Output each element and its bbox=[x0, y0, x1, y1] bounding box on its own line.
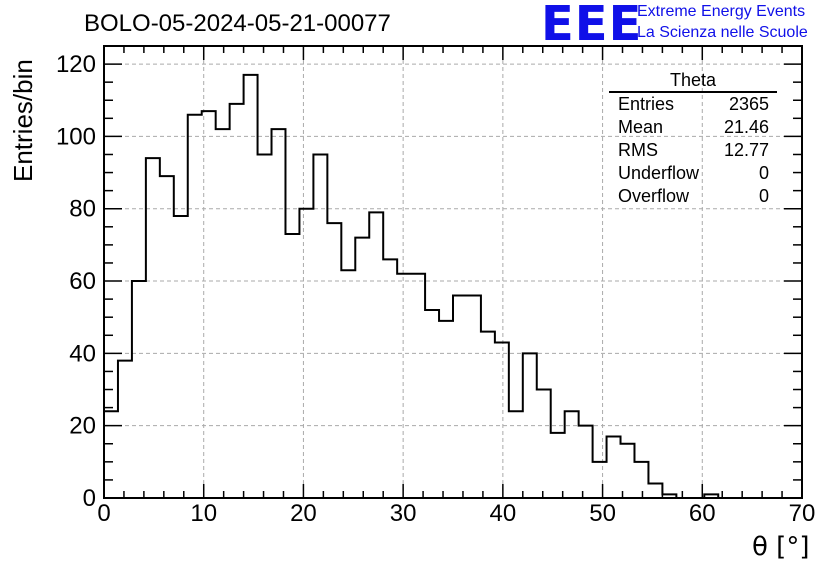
histogram-bin bbox=[272, 129, 286, 498]
histogram-bin bbox=[634, 462, 648, 498]
histogram-bin bbox=[313, 154, 327, 498]
histogram-bin bbox=[104, 411, 118, 498]
stats-row-rms: RMS 12.77 bbox=[609, 139, 777, 162]
stats-row-mean: Mean 21.46 bbox=[609, 116, 777, 139]
histogram-bin bbox=[174, 216, 188, 498]
histogram-bin bbox=[244, 75, 258, 498]
histogram-bin bbox=[565, 411, 579, 498]
grid-lines bbox=[104, 46, 802, 498]
stats-label: Mean bbox=[618, 117, 664, 137]
x-tick-label: 10 bbox=[190, 500, 217, 527]
histogram-bin bbox=[481, 332, 495, 498]
histogram-bin bbox=[621, 444, 635, 498]
histogram-bin bbox=[509, 411, 523, 498]
histogram-bin bbox=[537, 390, 551, 498]
run-title: BOLO-05-2024-05-21-00077 bbox=[84, 10, 391, 37]
x-tick-label: 20 bbox=[290, 500, 317, 527]
y-axis-label: Entries/bin bbox=[8, 59, 38, 182]
histogram-bin bbox=[258, 154, 272, 498]
histogram-bin bbox=[327, 223, 341, 498]
histogram-bin bbox=[439, 321, 453, 498]
x-tick-label: 40 bbox=[490, 500, 517, 527]
histogram-bin bbox=[285, 234, 299, 498]
y-tick-label: 20 bbox=[69, 413, 96, 440]
stats-row-overflow: Overflow 0 bbox=[609, 185, 777, 208]
y-tick-label: 0 bbox=[83, 485, 96, 512]
plot-frame bbox=[103, 45, 803, 499]
stats-box: Theta Entries 2365 Mean 21.46 RMS 12.77 … bbox=[609, 70, 777, 208]
histogram-bin bbox=[495, 343, 509, 498]
x-tick-labels: 0 10 20 30 40 50 60 70 bbox=[97, 500, 815, 527]
stats-value: 2365 bbox=[728, 94, 769, 114]
histogram-bin bbox=[160, 176, 174, 498]
histogram-bin bbox=[132, 281, 146, 498]
x-tick-label: 60 bbox=[689, 500, 716, 527]
stats-label: Underflow bbox=[618, 163, 700, 183]
stats-label: RMS bbox=[618, 140, 658, 160]
histogram-bin bbox=[397, 274, 411, 498]
histogram-bin bbox=[467, 296, 481, 498]
histogram-bin bbox=[355, 238, 369, 498]
histogram-bin bbox=[118, 361, 132, 498]
x-tick-label: 70 bbox=[789, 500, 816, 527]
x-tick-label: 50 bbox=[589, 500, 616, 527]
histogram-bin bbox=[216, 129, 230, 498]
stats-row-underflow: Underflow 0 bbox=[609, 162, 777, 185]
histogram-bin bbox=[607, 437, 621, 498]
stats-label: Overflow bbox=[618, 186, 690, 206]
x-tick-label: 30 bbox=[390, 500, 417, 527]
histogram-outline bbox=[103, 73, 802, 499]
y-tick-label: 60 bbox=[69, 268, 96, 295]
histogram-bin bbox=[425, 310, 439, 498]
histogram-bin bbox=[593, 462, 607, 498]
stats-value: 0 bbox=[758, 163, 769, 183]
x-axis-label: θ [°] bbox=[752, 532, 810, 562]
histogram-bin bbox=[648, 484, 662, 498]
histogram-bin bbox=[551, 433, 565, 498]
y-tick-label: 80 bbox=[69, 196, 96, 223]
y-tick-label: 120 bbox=[56, 51, 96, 78]
histogram-bin bbox=[369, 212, 383, 498]
histogram-bin bbox=[341, 270, 355, 498]
logo-text-line1: Extreme Energy Events bbox=[637, 3, 806, 20]
histogram-bin bbox=[579, 426, 593, 498]
stats-value: 12.77 bbox=[723, 140, 769, 160]
histogram-bins bbox=[103, 73, 802, 499]
y-tick-label: 40 bbox=[69, 340, 96, 367]
histogram-bin bbox=[230, 104, 244, 498]
stats-title: Theta bbox=[609, 70, 777, 93]
y-tick-labels: 0 20 40 60 80 100 120 bbox=[56, 51, 96, 512]
stats-row-entries: Entries 2365 bbox=[609, 93, 777, 116]
y-tick-label: 100 bbox=[56, 123, 96, 150]
stats-value: 0 bbox=[758, 186, 769, 206]
stats-value: 21.46 bbox=[723, 117, 769, 137]
histogram-bin bbox=[383, 259, 397, 498]
histogram-bin bbox=[453, 296, 467, 498]
eee-logo: EEE bbox=[541, 0, 643, 52]
stats-label: Entries bbox=[618, 94, 675, 114]
logo-text-line2: La Scienza nelle Scuole bbox=[637, 24, 808, 41]
histogram-bin bbox=[188, 115, 202, 498]
x-tick-label: 0 bbox=[97, 500, 110, 527]
histogram-bin bbox=[411, 274, 425, 498]
